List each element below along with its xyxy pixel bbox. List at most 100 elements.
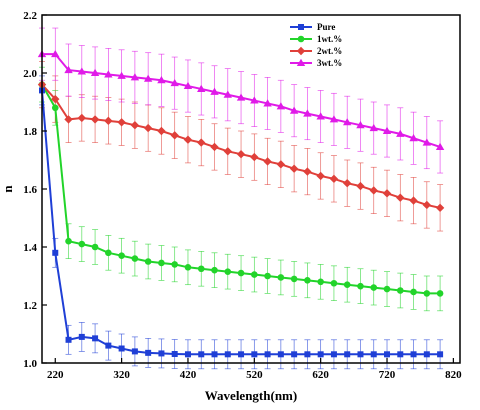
data-point-2wt [303,167,312,176]
data-point-1wt [330,279,338,287]
data-point-3wt [250,96,259,104]
data-point-1wt [277,274,285,281]
data-point-2wt [329,174,339,184]
y-tick-label: 1.6 [23,184,37,196]
data-point-1wt [383,285,391,293]
legend-label-pure: Pure [317,22,335,32]
data-point-1wt [436,290,444,297]
data-point-1wt [304,277,311,284]
data-point-3wt [90,68,100,76]
data-point-1wt [357,282,364,290]
data-point-pure [423,351,430,358]
data-point-3wt [329,115,339,123]
data-point-2wt [382,189,392,198]
data-point-2wt [435,203,445,213]
data-point-1wt [105,249,112,257]
data-point-2wt [343,179,352,188]
data-point-3wt [223,90,232,98]
y-axis-title: n [0,185,15,193]
data-point-3wt [303,109,312,117]
data-point-1wt [224,268,232,275]
data-point-3wt [316,112,325,120]
data-point-pure [92,335,99,342]
data-point-2wt [409,196,418,205]
data-point-3wt [130,73,140,81]
data-point-1wt [370,284,378,291]
data-point-1wt [317,278,324,286]
data-point-3wt [236,93,246,101]
data-point-2wt [236,150,246,159]
legend-label-2wt: 2wt.% [317,46,342,56]
data-point-1wt [158,259,165,267]
data-point-2wt [117,118,126,127]
data-point-3wt [64,65,73,74]
data-point-pure [344,351,351,358]
data-point-pure [437,351,444,358]
data-point-1wt [65,237,72,245]
data-point-2wt [90,115,100,124]
data-point-1wt [410,288,417,296]
data-point-1wt [290,275,298,283]
data-point-2wt [276,160,286,169]
y-tick-label: 1.8 [23,126,37,138]
data-point-2wt [170,131,179,140]
data-point-pure [277,351,284,358]
data-point-2wt [157,126,166,136]
data-point-pure [330,351,337,358]
data-point-3wt [183,81,193,90]
data-point-3wt [104,70,113,78]
data-point-2wt [422,200,432,210]
data-point-3wt [343,118,352,126]
data-point-2wt [289,164,299,173]
data-point-pure [105,342,112,349]
data-point-1wt [78,240,86,248]
data-point-3wt [356,121,365,129]
data-point-1wt [343,281,351,289]
data-point-1wt [251,271,258,278]
data-point-pure [264,351,271,358]
data-point-1wt [91,243,99,251]
data-point-2wt [369,186,378,195]
data-point-2wt [143,123,153,133]
data-point-pure [370,351,377,358]
data-point-2wt [130,121,140,130]
data-point-2wt [316,171,325,181]
data-point-2wt [104,116,113,126]
data-point-1wt [131,255,139,262]
data-point-pure [317,351,324,358]
data-point-pure [304,351,311,358]
data-point-2wt [183,135,193,144]
x-tick-label: 720 [379,369,396,381]
data-point-3wt [170,78,179,87]
data-point-pure [131,348,138,355]
data-point-3wt [143,74,153,82]
plot-frame [41,14,461,364]
x-tick-label: 520 [246,369,263,381]
y-tick-label: 2.2 [23,10,37,22]
data-point-pure [158,350,165,357]
data-point-1wt [423,290,431,297]
error-bars-layer [39,27,444,370]
data-point-pure [145,349,152,356]
x-tick-label: 620 [312,369,329,381]
data-point-pure [357,351,364,358]
data-point-pure [52,249,59,256]
data-point-3wt [396,129,405,137]
x-tick-label: 420 [180,369,197,381]
data-point-1wt [211,266,218,274]
x-axis-title: Wavelength(nm) [205,388,297,403]
data-point-3wt [117,71,126,79]
data-point-1wt [197,265,205,273]
data-point-3wt [422,138,432,146]
data-point-2wt [396,193,405,202]
data-point-1wt [184,264,192,271]
data-point-pure [65,336,72,343]
y-tick-label: 1.4 [23,242,37,254]
axis-ticks-layer: 220 320 420 520 620 720 820 1.0 1.2 1.4 1.6 1.8 2.0 2… [23,10,462,381]
data-point-2wt [263,157,272,166]
legend-label-3wt: 3wt.% [317,58,342,68]
data-point-1wt [264,272,271,280]
data-point-pure [118,345,125,352]
